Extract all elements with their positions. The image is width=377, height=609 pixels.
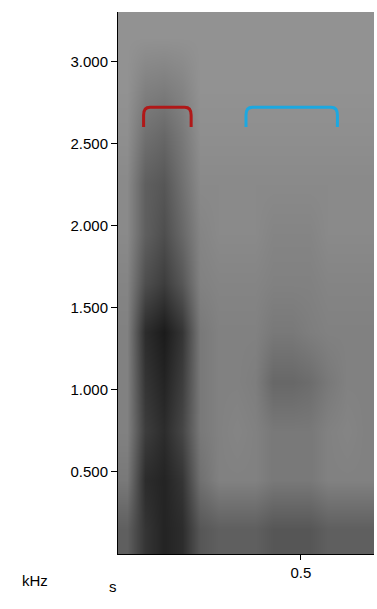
svg-text:1.500: 1.500 xyxy=(70,299,108,316)
svg-text:0.500: 0.500 xyxy=(70,463,108,480)
svg-text:2.500: 2.500 xyxy=(70,135,108,152)
svg-text:2.000: 2.000 xyxy=(70,217,108,234)
svg-text:3.000: 3.000 xyxy=(70,53,108,70)
svg-text:kHz: kHz xyxy=(22,572,48,589)
svg-text:s: s xyxy=(109,578,117,595)
svg-text:1.000: 1.000 xyxy=(70,381,108,398)
svg-text:0.5: 0.5 xyxy=(290,564,311,581)
